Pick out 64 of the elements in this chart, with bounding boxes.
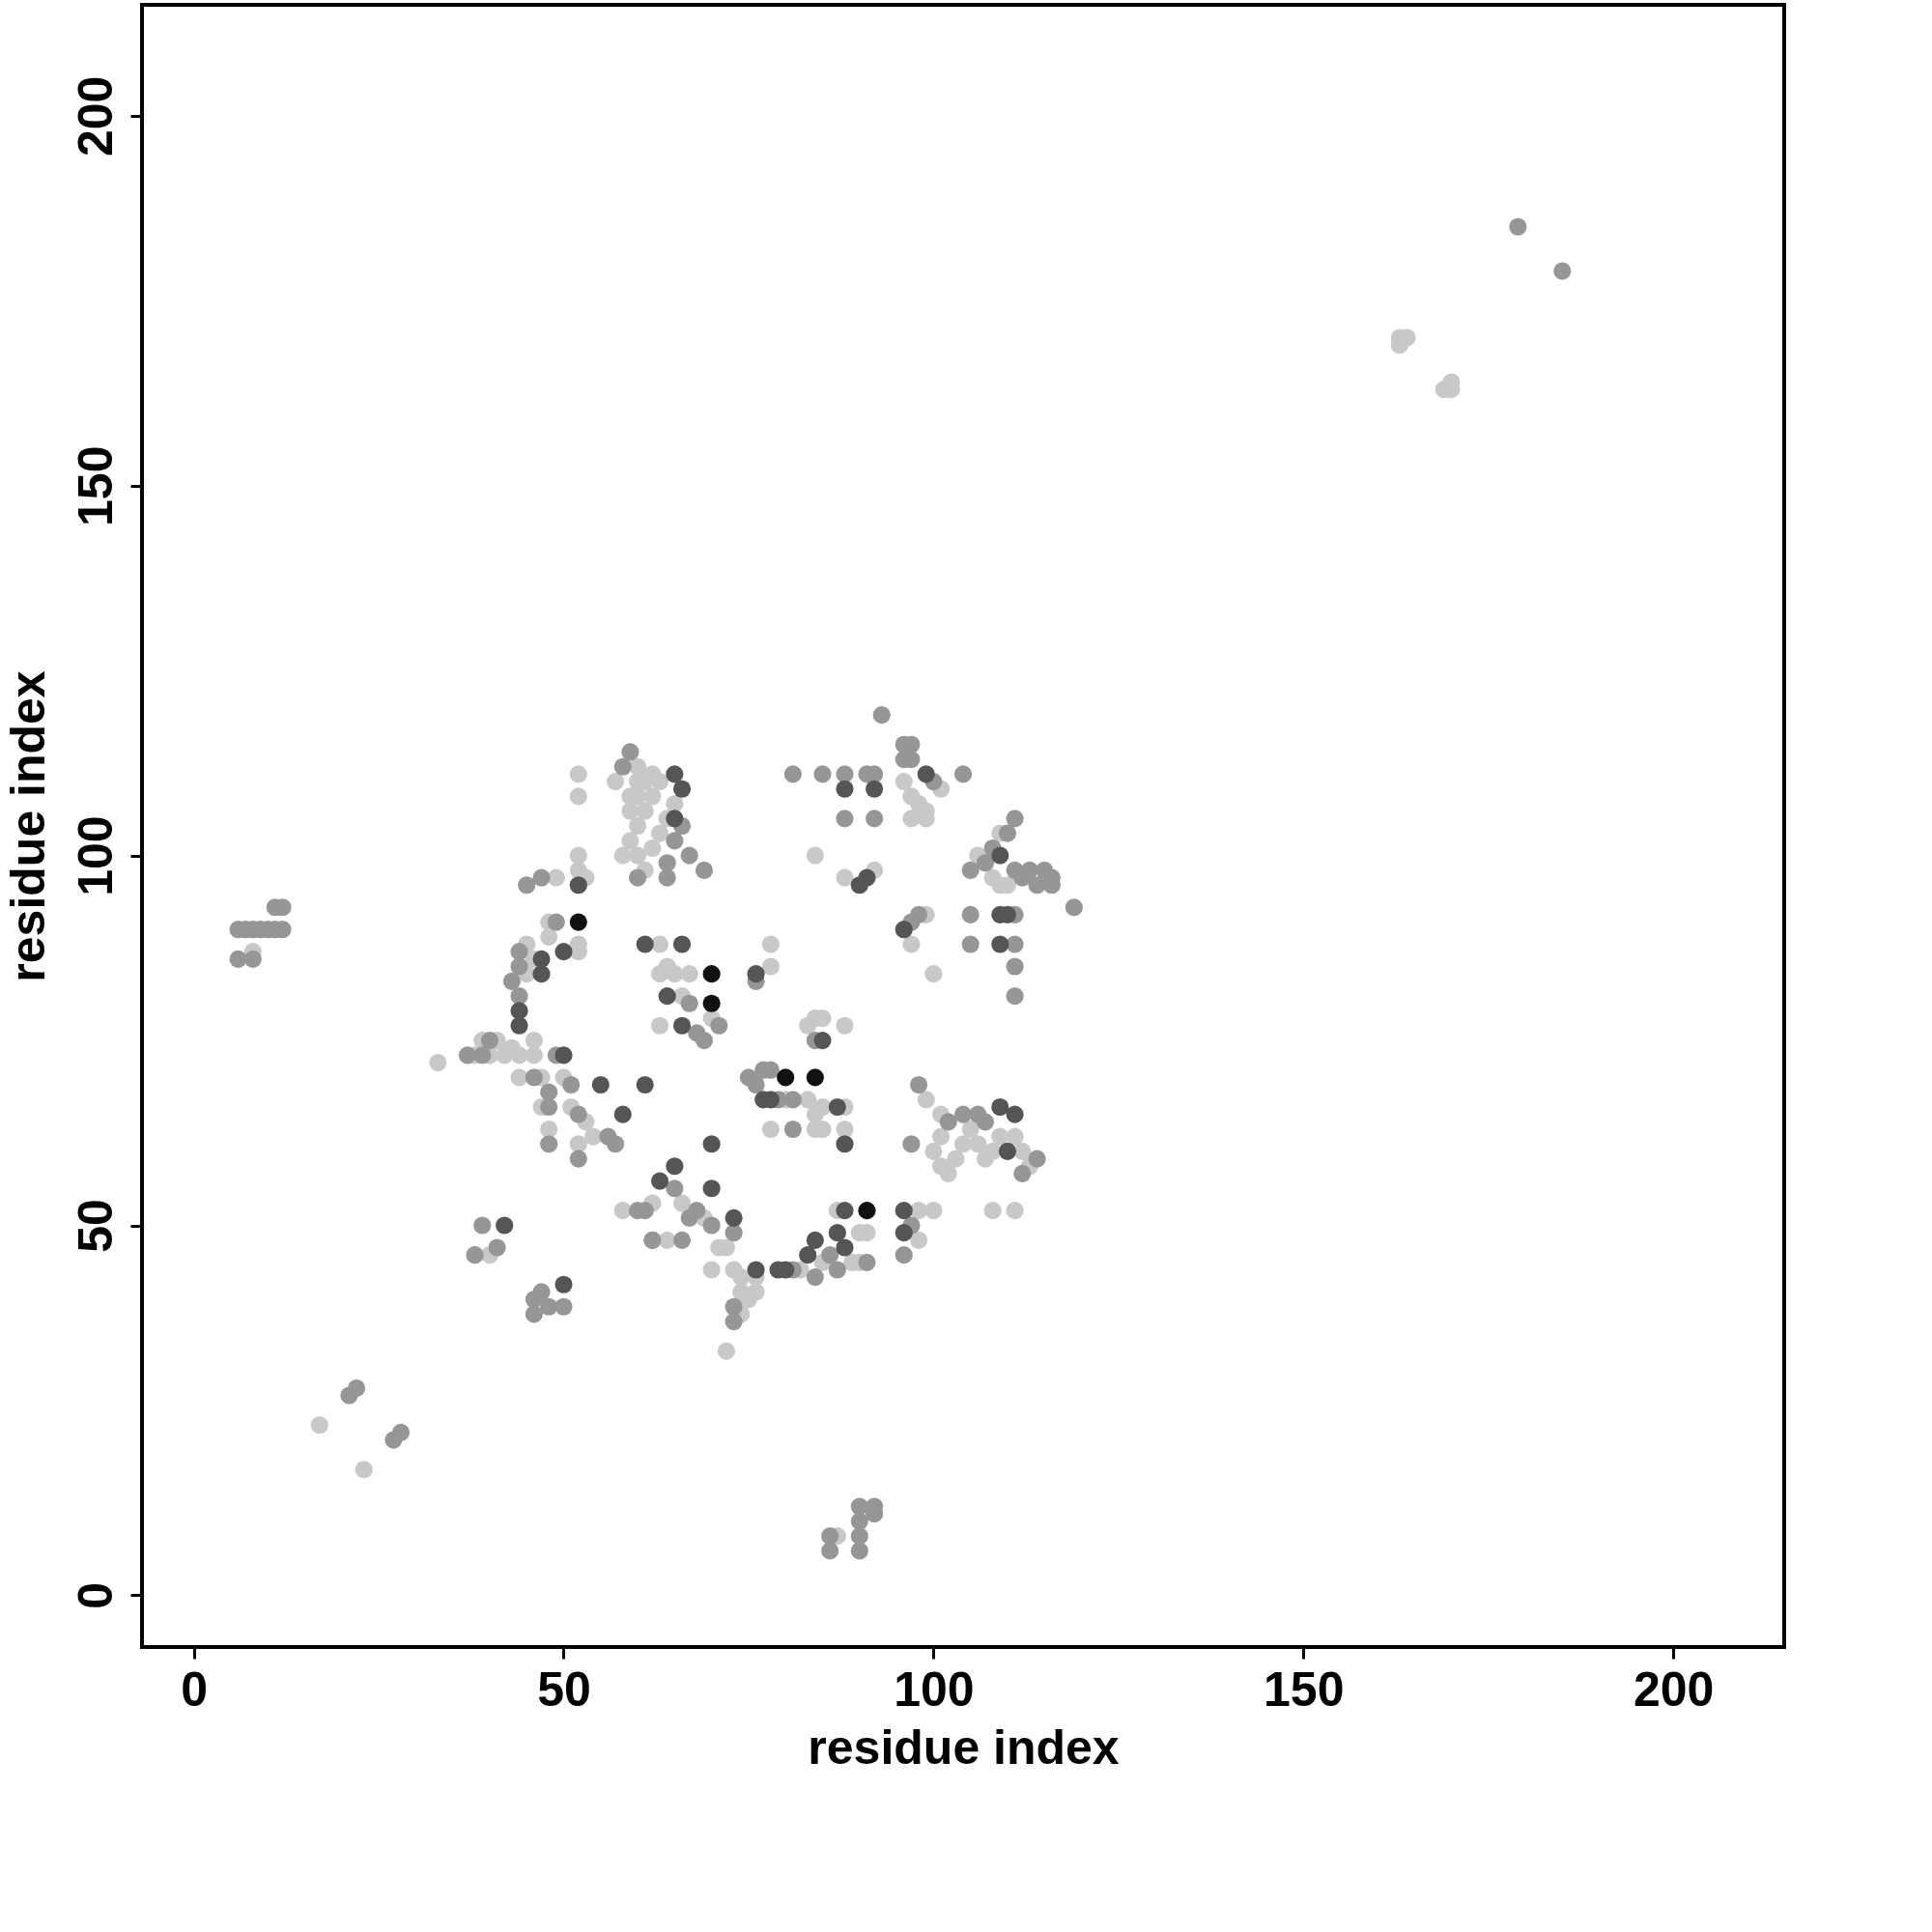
point [991, 1097, 1009, 1117]
point [672, 935, 692, 953]
point [858, 868, 876, 887]
point [702, 1179, 721, 1198]
point [650, 1172, 669, 1190]
point [636, 935, 654, 953]
point [836, 1238, 854, 1257]
y-tick-label: 50 [68, 1199, 123, 1253]
point [895, 1202, 913, 1220]
point [991, 935, 1009, 953]
x-tick-label: 50 [537, 1662, 591, 1717]
point [496, 1216, 514, 1235]
point [636, 1075, 654, 1094]
point [828, 1097, 846, 1117]
point [666, 765, 684, 783]
point [866, 780, 884, 798]
point [828, 1224, 846, 1242]
x-axis-title: residue index [808, 1719, 1120, 1775]
point [836, 780, 854, 798]
point [554, 1275, 573, 1293]
point [806, 1231, 824, 1249]
y-tick-label: 0 [68, 1581, 123, 1609]
point [991, 846, 1009, 865]
point [747, 965, 765, 983]
point [917, 765, 935, 783]
point [554, 1046, 573, 1065]
point [813, 1032, 832, 1050]
point [666, 1157, 684, 1176]
point [724, 1208, 743, 1227]
point [836, 1202, 854, 1220]
point [569, 876, 587, 895]
point [747, 1261, 765, 1279]
point [702, 994, 721, 1012]
point [658, 987, 676, 1006]
y-tick-label: 200 [68, 75, 123, 157]
point [858, 1202, 876, 1220]
point [532, 965, 551, 983]
x-tick-label: 0 [181, 1662, 209, 1717]
point [895, 921, 913, 939]
point [672, 780, 692, 798]
point [666, 810, 684, 828]
point [702, 1135, 721, 1153]
point [1006, 1105, 1024, 1123]
point [613, 1105, 632, 1123]
y-tick-label: 100 [68, 815, 123, 896]
x-tick-label: 150 [1264, 1662, 1345, 1717]
point [836, 1135, 854, 1153]
point [777, 1068, 795, 1087]
point [895, 1224, 913, 1242]
point [998, 1142, 1017, 1160]
y-tick-label: 150 [68, 445, 123, 526]
x-tick-label: 100 [894, 1662, 975, 1717]
point [702, 965, 721, 983]
x-tick-label: 200 [1633, 1662, 1715, 1717]
point [672, 1016, 692, 1035]
point [554, 943, 573, 961]
y-axis-title: residue index [0, 670, 55, 982]
point [510, 1002, 528, 1020]
point [569, 913, 587, 931]
point [591, 1075, 610, 1094]
point [806, 1068, 824, 1087]
point [510, 1016, 528, 1035]
point [532, 950, 551, 968]
point [799, 1246, 817, 1264]
